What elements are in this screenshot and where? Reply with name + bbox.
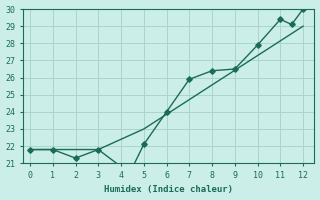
- X-axis label: Humidex (Indice chaleur): Humidex (Indice chaleur): [104, 185, 233, 194]
